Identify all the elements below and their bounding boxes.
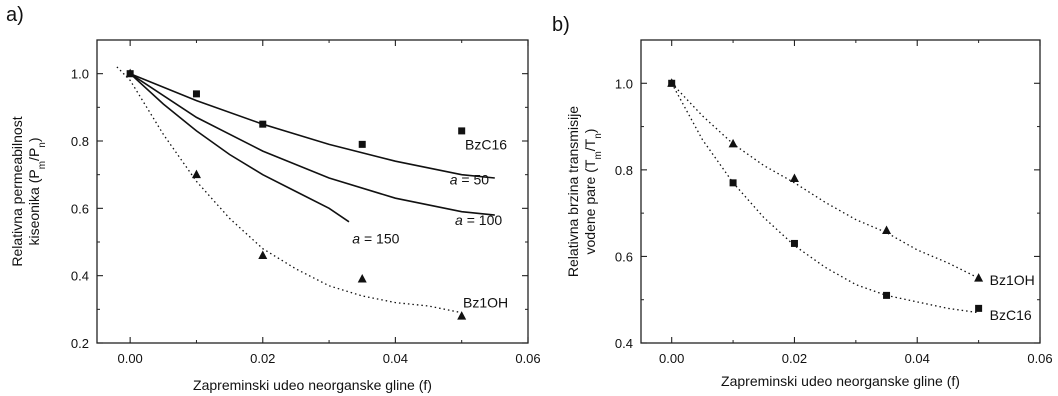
data-point-bz1oh [125, 68, 135, 78]
plot-frame [640, 39, 1041, 344]
y-tick-label: 0.8 [615, 163, 633, 178]
panel-label-a: a) [6, 4, 24, 26]
data-point-bz1oh [728, 138, 738, 148]
fit-curve-dotted [671, 82, 979, 314]
x-tick-label: 0.02 [250, 351, 275, 366]
plot-frame [96, 39, 529, 344]
chart-b: 0.00 0.02 0.04 0.06 0.4 0.6 0.8 1.0 Bz1OH BzC16 Za… [565, 39, 1053, 389]
y-axis-label-line2: kiseonika (Pm/Pn) [26, 137, 48, 245]
x-tick-label: 0.00 [659, 351, 684, 366]
annotation-label: BzC16 [990, 307, 1032, 323]
y-tick-label: 0.4 [71, 269, 89, 284]
data-point-bzc16 [883, 291, 891, 299]
data-point-bzc16 [192, 90, 200, 98]
x-tick-label: 0.02 [782, 351, 807, 366]
x-tick-label: 0.00 [117, 351, 142, 366]
x-tick-label: 0.04 [383, 351, 408, 366]
model-curve [129, 73, 495, 216]
data-point-bz1oh [357, 274, 367, 283]
data-point-bz1oh [258, 250, 268, 259]
data-point-bzc16 [668, 79, 676, 87]
annotation-label: a = 100 [455, 212, 502, 228]
y-tick-label: 0.6 [615, 249, 633, 264]
data-point-bz1oh [789, 173, 799, 183]
x-tick-label: 0.04 [905, 351, 930, 366]
x-tick-label: 0.06 [515, 351, 540, 366]
data-point-bz1oh [191, 169, 201, 179]
data-point-bz1oh [974, 273, 984, 282]
y-tick-label: 1.0 [71, 67, 89, 82]
data-point-bz1oh [457, 311, 467, 320]
data-point-bzc16 [975, 304, 983, 312]
data-point-bzc16 [790, 239, 798, 247]
data-point-bzc16 [729, 179, 737, 187]
y-tick-label: 0.8 [71, 134, 89, 149]
fit-curve-dotted [116, 66, 462, 314]
annotation-label: Bz1OH [990, 272, 1035, 288]
y-tick-label: 0.6 [71, 201, 89, 216]
panel-label-b: b) [552, 14, 570, 36]
data-point-bzc16 [358, 140, 366, 148]
annotation-label: BzC16 [465, 136, 507, 152]
y-axis-label-line1: Relativna brzina transmisije [565, 106, 581, 277]
y-tick-label: 0.2 [71, 336, 89, 351]
x-tick-label: 0.06 [1027, 351, 1052, 366]
annotation-label: a = 50 [450, 172, 490, 188]
y-axis-label-line1: Relativna permeabilnost [9, 116, 25, 266]
model-curve [129, 72, 495, 179]
fit-curve-dotted [671, 82, 979, 279]
y-tick-label: 0.4 [615, 336, 633, 351]
chart-a: 0.00 0.02 0.04 0.06 0.2 0.4 0.6 0.8 1.0 BzC16 Bz1O… [9, 39, 541, 393]
model-curve [129, 73, 350, 223]
x-axis-label: Zapreminski udeo neorganske gline (f) [721, 373, 960, 389]
data-point-bzc16 [259, 120, 267, 128]
data-point-bzc16 [458, 127, 466, 135]
annotation-label: a = 150 [352, 231, 399, 247]
data-point-bz1oh [882, 225, 892, 234]
annotation-label: Bz1OH [463, 295, 508, 311]
x-axis-label: Zapreminski udeo neorganske gline (f) [193, 377, 432, 393]
y-axis-label-line2: vodene pare (Tm/Tn) [582, 129, 604, 255]
y-tick-label: 1.0 [615, 76, 633, 91]
